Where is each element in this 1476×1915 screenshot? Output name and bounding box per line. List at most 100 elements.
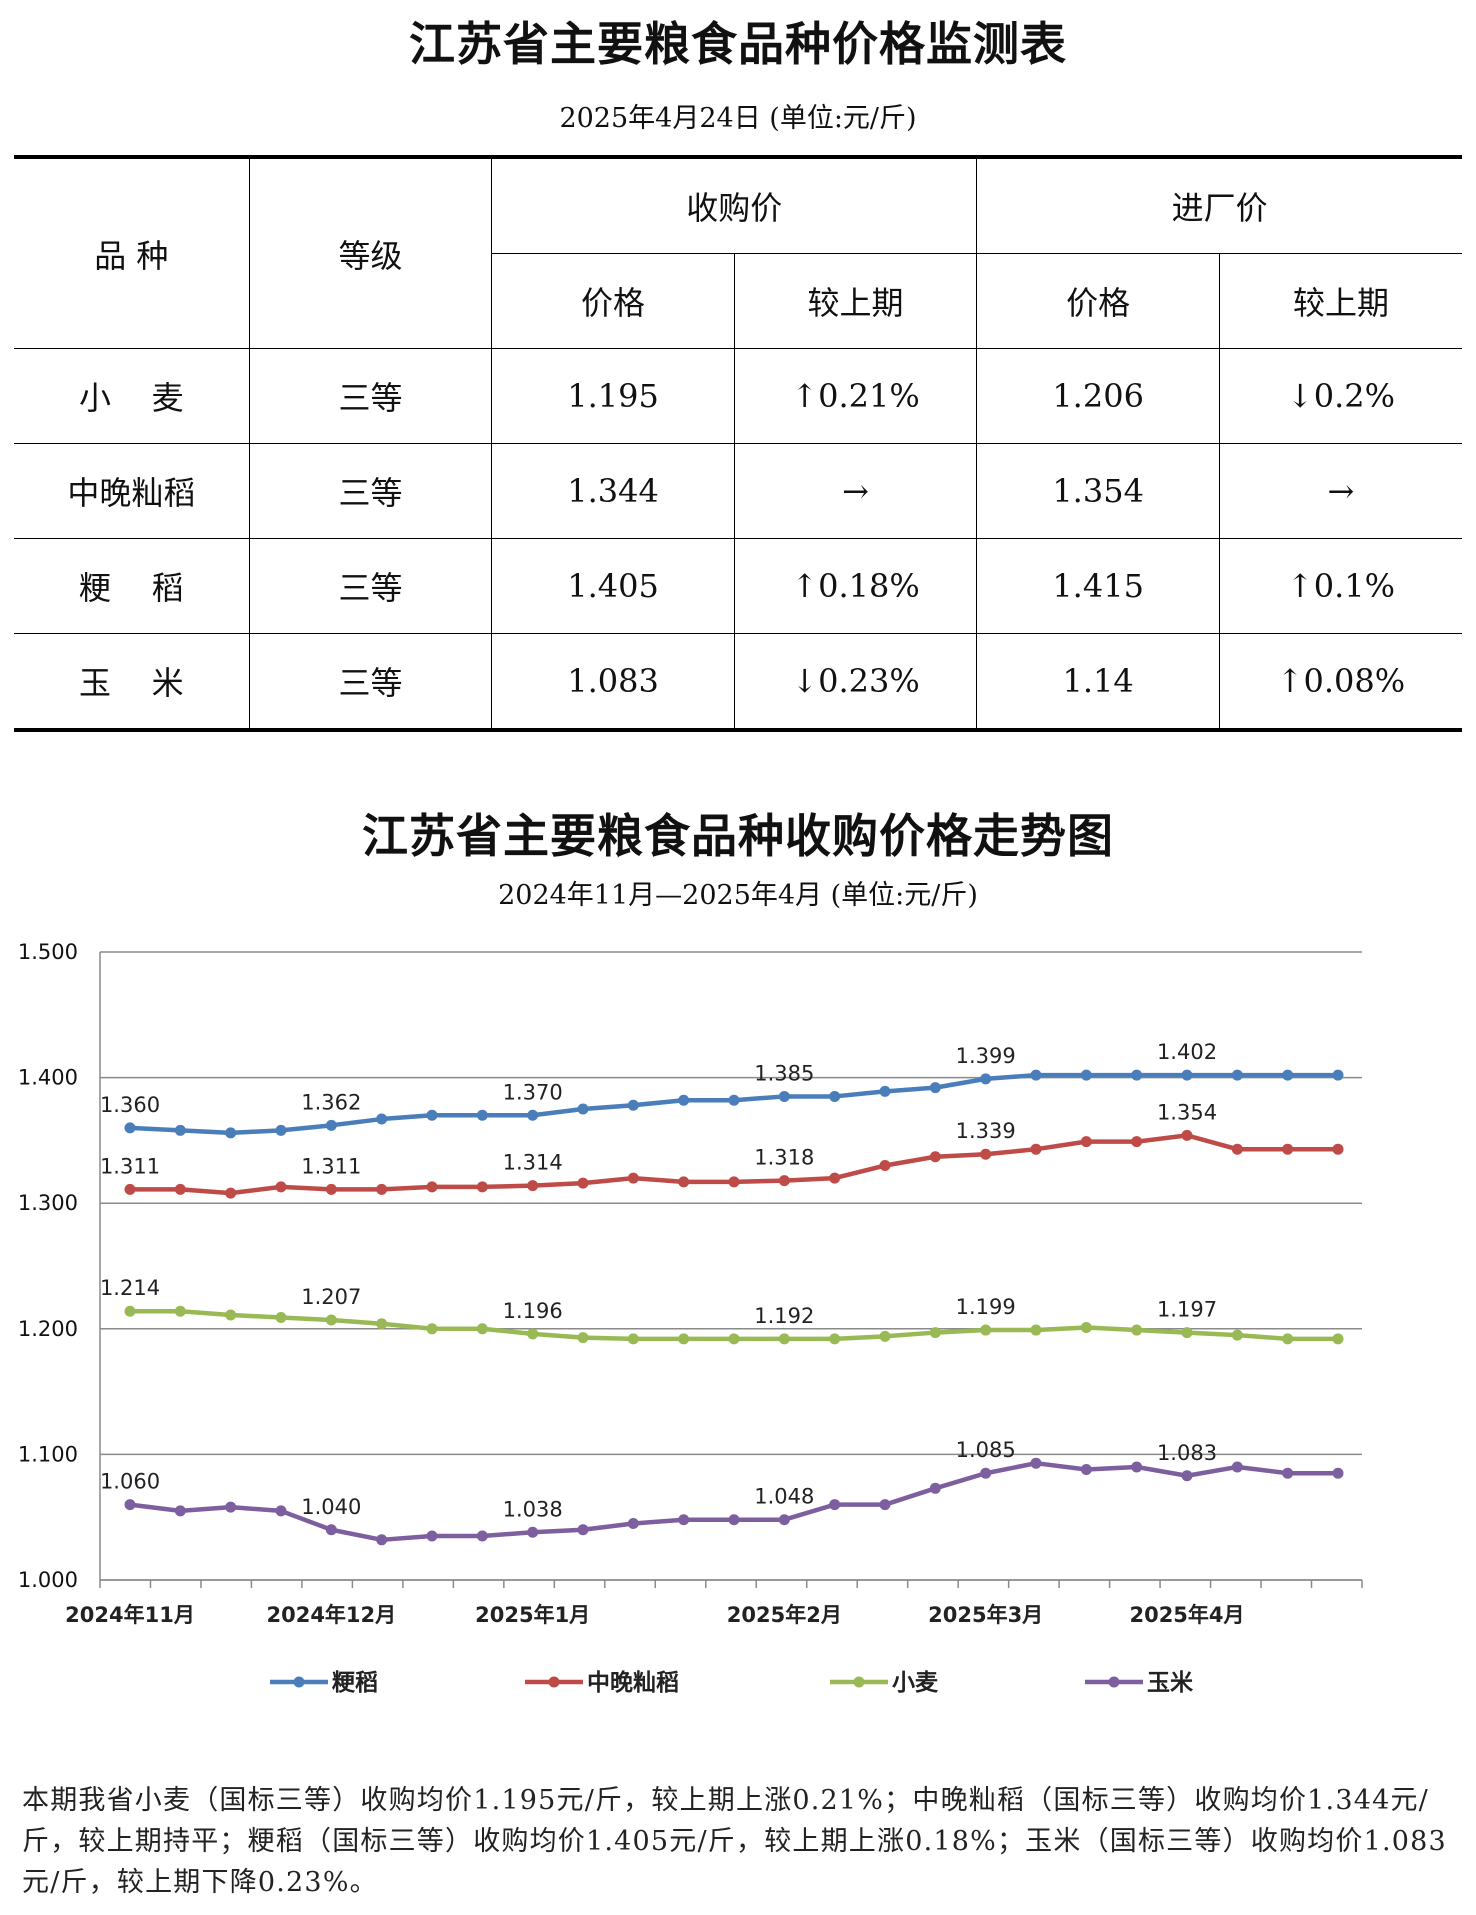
data-point [325,1119,337,1131]
data-point [980,1324,992,1336]
data-point [124,1499,136,1511]
cell-variety: 小 麦 [14,348,250,444]
data-point [376,1318,388,1330]
data-point [980,1073,992,1085]
data-point [476,1530,488,1542]
legend-item: 粳稻 [270,1670,378,1696]
data-point [527,1109,539,1121]
data-point [1332,1333,1344,1345]
header-factory-price: 价格 [976,253,1220,349]
legend-swatch-dot [293,1676,305,1688]
data-label: 1.060 [100,1470,160,1494]
data-point [577,1524,589,1536]
header-purchase: 收购价 [491,155,978,254]
data-point [1282,1143,1294,1155]
data-point [778,1333,790,1345]
data-point [728,1333,740,1345]
data-point [1030,1457,1042,1469]
table-subtitle: 2025年4月24日 (单位:元/斤) [559,103,917,134]
data-point [929,1482,941,1494]
data-point [627,1333,639,1345]
data-point [1332,1467,1344,1479]
data-point [1080,1069,1092,1081]
x-tick-label: 2025年4月 [1129,1603,1244,1627]
table-title: 江苏省主要粮食品种价格监测表 [409,17,1067,71]
cell-factory-change: → [1218,443,1462,539]
x-tick-label: 2025年3月 [928,1603,1043,1627]
data-point [124,1122,136,1134]
table-row: 中晚籼稻 三等 1.344 → 1.354 → [14,443,1462,539]
y-tick-label: 1.200 [18,1317,78,1341]
data-point [1181,1069,1193,1081]
data-point [1080,1322,1092,1334]
data-point [275,1311,287,1323]
data-label: 1.214 [100,1276,160,1300]
data-point [879,1330,891,1342]
data-label: 1.311 [301,1154,361,1178]
data-point [1332,1143,1344,1155]
data-point [275,1124,287,1136]
data-point [1131,1069,1143,1081]
header-factory: 进厂价 [976,155,1462,254]
legend-swatch-dot [1108,1676,1120,1688]
data-point [778,1175,790,1187]
data-point [778,1514,790,1526]
data-point [1231,1143,1243,1155]
cell-factory-price: 1.14 [976,633,1220,732]
data-point [1282,1467,1294,1479]
cell-purchase-change: → [733,443,978,539]
cell-purchase-price: 1.405 [491,538,735,634]
data-point [778,1090,790,1102]
data-label: 1.038 [503,1497,563,1521]
header-purchase-price: 价格 [491,253,735,349]
data-point [678,1176,690,1188]
data-point [829,1090,841,1102]
legend-swatch-dot [853,1676,865,1688]
chart-subtitle: 2024年11月—2025年4月 (单位:元/斤) [498,880,978,911]
cell-grade: 三等 [248,443,493,539]
data-label: 1.311 [100,1154,160,1178]
data-point [426,1323,438,1335]
cell-factory-change: ↑0.1% [1218,538,1462,634]
data-point [929,1151,941,1163]
cell-factory-change: ↑0.08% [1218,633,1462,732]
data-point [225,1309,237,1321]
data-point [325,1183,337,1195]
legend-item: 中晚籼稻 [525,1670,679,1696]
data-point [829,1333,841,1345]
cell-purchase-change: ↓0.23% [733,633,978,732]
data-point [174,1305,186,1317]
data-point [1181,1470,1193,1482]
data-point [929,1327,941,1339]
data-point [577,1332,589,1344]
legend-swatch-dot [548,1676,560,1688]
cell-purchase-change: ↑0.21% [733,348,978,444]
cell-factory-price: 1.354 [976,443,1220,539]
data-point [1181,1327,1193,1339]
header-purchase-change: 较上期 [733,253,978,349]
series-2: 1.214 1.207 1.196 1.192 1.199 1.197 [100,1276,1344,1345]
cell-factory-price: 1.206 [976,348,1220,444]
data-point [225,1187,237,1199]
data-label: 1.207 [301,1285,361,1309]
data-point [527,1180,539,1192]
data-point [627,1517,639,1529]
data-label: 1.399 [956,1044,1016,1068]
data-point [829,1172,841,1184]
summary-note: 本期我省小麦（国标三等）收购均价1.195元/斤，较上期上涨0.21%；中晚籼稻… [22,1785,1447,1898]
data-point [225,1127,237,1139]
table-subheader-row: 价格 较上期 价格 较上期 [14,253,1462,349]
legend-item: 小麦 [830,1670,939,1696]
series-1: 1.311 1.311 1.314 1.318 1.339 1.354 [100,1100,1344,1199]
cell-grade: 三等 [248,348,493,444]
data-point [124,1305,136,1317]
data-point [174,1505,186,1517]
cell-purchase-change: ↑0.18% [733,538,978,634]
data-point [1030,1069,1042,1081]
data-point [728,1514,740,1526]
data-label: 1.040 [301,1495,361,1519]
data-point [627,1099,639,1111]
data-point [879,1499,891,1511]
legend-label: 玉米 [1147,1670,1194,1696]
data-point [1131,1461,1143,1473]
